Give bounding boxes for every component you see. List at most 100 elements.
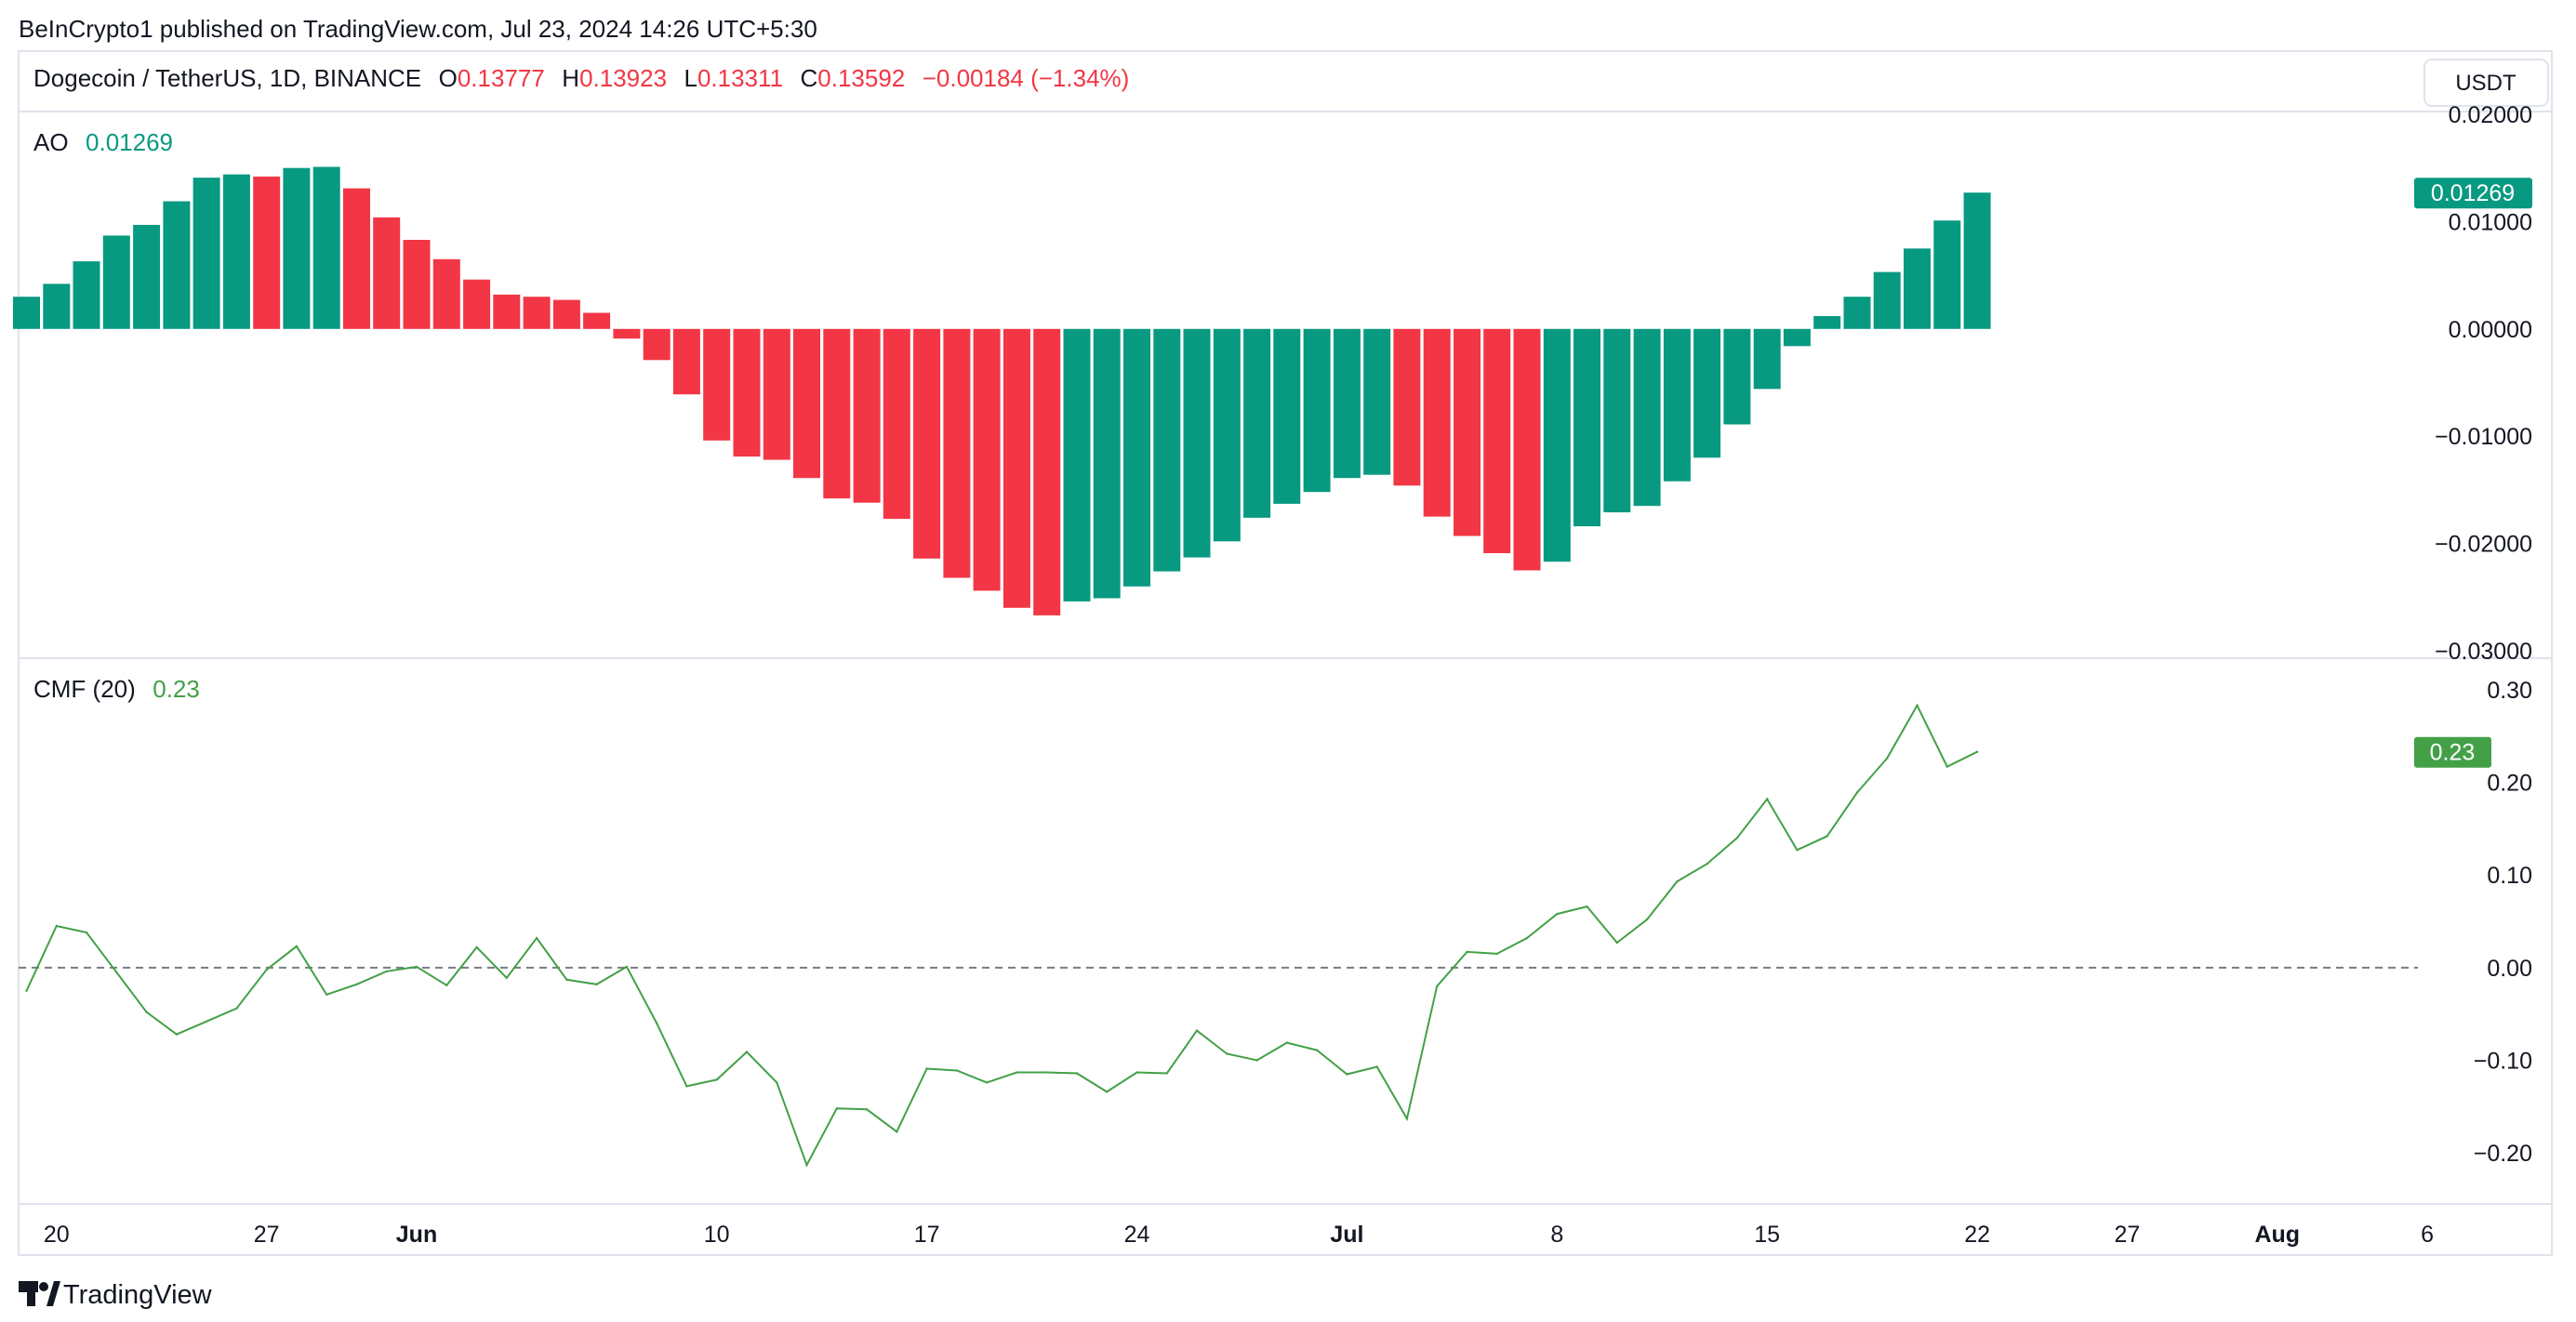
cmf-y-tick: −0.10 <box>2474 1049 2532 1075</box>
cmf-y-tick: 0.20 <box>2487 771 2532 797</box>
cmf-point <box>1735 837 1739 839</box>
ao-bar <box>943 328 971 578</box>
ao-bar <box>1603 328 1631 513</box>
ao-bar <box>883 328 910 520</box>
cmf-point <box>565 978 568 982</box>
ao-y-tick: 0.01000 <box>2449 209 2532 235</box>
ao-bar <box>493 294 521 329</box>
cmf-point <box>835 1107 838 1110</box>
cmf-point <box>1796 849 1799 852</box>
cmf-point <box>1285 1041 1289 1044</box>
cmf-point <box>625 965 629 969</box>
ao-legend-value: 0.01269 <box>86 128 173 156</box>
cmf-point <box>985 1081 989 1084</box>
cmf-point <box>1615 941 1619 945</box>
ohlc-close-label: C <box>800 64 817 92</box>
cmf-point <box>1645 918 1649 921</box>
ohlc-close-value: 0.13592 <box>817 64 905 92</box>
cmf-point <box>385 970 388 973</box>
ao-bar <box>1483 328 1511 553</box>
ao-bar <box>1183 328 1211 558</box>
ao-bar <box>13 297 40 329</box>
cmf-y-tick: −0.20 <box>2474 1141 2532 1167</box>
currency-button-bg <box>2423 59 2549 107</box>
ao-bar <box>1723 328 1751 425</box>
ao-bar <box>672 328 700 395</box>
cmf-point <box>925 1067 928 1070</box>
cmf-point <box>475 945 478 949</box>
tradingview-logo[interactable]: TradingView <box>19 1280 213 1310</box>
x-tick: Aug <box>2254 1222 2300 1248</box>
cmf-point <box>595 983 598 986</box>
symbol-legend[interactable]: Dogecoin / TetherUS, 1D, BINANCE O0.1377… <box>33 64 1129 92</box>
ao-bar <box>343 188 370 329</box>
ao-bar <box>1663 328 1691 482</box>
ao-bar <box>193 178 220 329</box>
ao-bar <box>552 299 580 329</box>
ao-bar <box>1123 328 1150 587</box>
ao-bar <box>1273 328 1301 504</box>
x-tick: 27 <box>254 1222 280 1248</box>
cmf-point <box>1466 950 1468 954</box>
cmf-point <box>85 931 88 934</box>
x-tick: 27 <box>2114 1222 2140 1248</box>
ao-y-tick: −0.01000 <box>2435 424 2532 450</box>
ao-bar <box>523 297 551 329</box>
tradingview-logo-icon <box>19 1281 60 1306</box>
cmf-point <box>1676 880 1679 883</box>
ao-bar <box>163 201 191 329</box>
ao-bar <box>1363 328 1391 475</box>
cmf-point <box>1826 835 1828 838</box>
ao-bar <box>763 328 790 460</box>
ao-bar <box>1843 297 1871 329</box>
cmf-y-axis[interactable]: 0.30 0.20 0.10 0.00 −0.10 −0.20 <box>2474 678 2532 1167</box>
ao-bar <box>1333 328 1361 479</box>
cmf-point <box>1436 985 1439 988</box>
ao-pane[interactable]: AO 0.01269 0.02000 0.01000 0.00000 −0.01000… <box>13 102 2532 665</box>
ao-bar <box>1783 328 1811 347</box>
cmf-point <box>535 936 538 940</box>
ao-y-axis[interactable]: 0.02000 0.01000 0.00000 −0.01000 −0.02000 −0.… <box>2435 102 2532 665</box>
cmf-pane[interactable]: CMF (20) 0.23 0.30 0.20 0.10 0.00 −0.10 −0.20… <box>19 675 2532 1168</box>
cmf-point <box>1226 1052 1228 1055</box>
cmf-point <box>865 1108 869 1111</box>
cmf-badge-bg <box>2414 736 2491 768</box>
ao-y-tick: −0.02000 <box>2435 532 2532 558</box>
ao-bar <box>793 328 820 479</box>
cmf-point <box>115 971 118 974</box>
ao-bar <box>253 176 281 329</box>
ohlc-change: −0.00184 (−1.34%) <box>923 64 1130 92</box>
cmf-point <box>1346 1073 1348 1076</box>
ao-title: AO <box>33 128 69 156</box>
time-axis[interactable]: 20 27 Jun 10 17 24 Jul 8 15 22 27 Aug 6 <box>44 1222 2434 1248</box>
ao-bars <box>13 166 1991 615</box>
ao-legend: AO 0.01269 <box>33 128 173 156</box>
cmf-point <box>1766 798 1769 800</box>
x-tick: 15 <box>1754 1222 1780 1248</box>
cmf-point <box>1975 750 1979 753</box>
cmf-legend-value: 0.23 <box>153 675 200 703</box>
x-tick: 17 <box>914 1222 940 1248</box>
ao-bar <box>1423 328 1451 517</box>
ao-bar <box>432 258 460 329</box>
cmf-points <box>25 704 1979 1167</box>
cmf-point <box>25 989 28 993</box>
currency-button[interactable]: USDT <box>2423 59 2549 107</box>
ao-bar <box>1753 328 1781 390</box>
ohlc-low-value: 0.13311 <box>697 64 783 92</box>
cmf-point <box>745 1051 749 1053</box>
ao-bar <box>1033 328 1061 615</box>
cmf-point <box>295 945 299 948</box>
cmf-point <box>1405 1117 1409 1120</box>
ao-bar <box>133 224 161 329</box>
x-tick: 20 <box>44 1222 70 1248</box>
cmf-y-tick: 0.30 <box>2487 678 2532 704</box>
ao-bar <box>1063 328 1091 602</box>
ao-bar <box>853 328 881 503</box>
x-tick: 22 <box>1964 1222 1990 1248</box>
ao-bar <box>1153 328 1181 572</box>
cmf-point <box>445 984 448 987</box>
cmf-y-tick: 0.00 <box>2487 956 2532 982</box>
ao-y-tick: 0.02000 <box>2449 102 2532 128</box>
